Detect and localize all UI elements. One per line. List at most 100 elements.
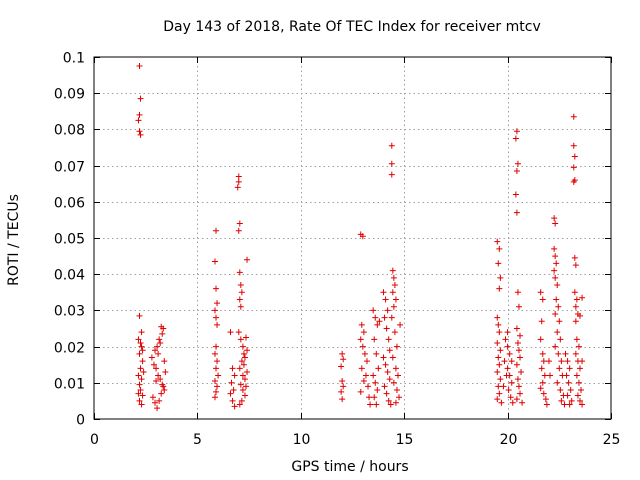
data-point bbox=[161, 358, 168, 365]
data-point bbox=[238, 289, 245, 296]
data-point bbox=[375, 365, 382, 372]
data-point bbox=[539, 379, 546, 386]
data-point bbox=[138, 376, 145, 383]
data-point bbox=[572, 262, 579, 269]
data-point bbox=[576, 312, 583, 319]
data-point bbox=[539, 350, 546, 357]
data-point bbox=[552, 274, 559, 281]
data-point bbox=[392, 399, 399, 406]
data-point bbox=[236, 269, 243, 276]
data-point bbox=[365, 383, 372, 390]
data-point bbox=[160, 383, 167, 390]
data-point bbox=[155, 350, 162, 357]
data-point bbox=[376, 318, 383, 325]
data-point bbox=[157, 376, 164, 383]
data-point bbox=[237, 303, 244, 310]
chart-title: Day 143 of 2018, Rate Of TEC Index for r… bbox=[163, 19, 540, 35]
y-tick-label: 0.09 bbox=[54, 87, 85, 103]
data-point bbox=[338, 388, 345, 395]
data-point bbox=[359, 343, 366, 350]
data-point bbox=[579, 358, 586, 365]
y-tick-label: 0.06 bbox=[54, 196, 85, 212]
data-point bbox=[573, 296, 580, 303]
data-point bbox=[517, 354, 524, 361]
data-point bbox=[381, 383, 388, 390]
data-point bbox=[153, 365, 160, 372]
data-point bbox=[513, 128, 520, 135]
data-point bbox=[139, 392, 146, 399]
data-point bbox=[382, 361, 389, 368]
data-point bbox=[574, 392, 581, 399]
data-point bbox=[240, 361, 247, 368]
data-point bbox=[557, 387, 564, 394]
data-point bbox=[360, 377, 367, 384]
data-point bbox=[227, 329, 234, 336]
data-point bbox=[515, 347, 522, 354]
data-point bbox=[374, 387, 381, 394]
data-point bbox=[514, 339, 521, 346]
data-point bbox=[537, 336, 544, 343]
x-tick-label: 5 bbox=[193, 432, 202, 448]
data-point bbox=[573, 372, 580, 379]
data-point bbox=[357, 336, 364, 343]
data-point bbox=[214, 358, 221, 365]
data-point bbox=[538, 318, 545, 325]
data-point bbox=[388, 314, 395, 321]
data-point bbox=[157, 339, 164, 346]
data-point bbox=[538, 365, 545, 372]
data-point bbox=[137, 131, 144, 138]
data-point bbox=[211, 307, 218, 314]
data-point bbox=[155, 372, 162, 379]
data-point bbox=[137, 95, 144, 102]
data-point bbox=[211, 377, 218, 384]
data-point bbox=[387, 401, 394, 408]
data-point bbox=[374, 321, 381, 328]
data-point bbox=[497, 274, 504, 281]
x-tick-label: 10 bbox=[293, 432, 311, 448]
data-point bbox=[497, 376, 504, 383]
data-point bbox=[213, 388, 220, 395]
data-points bbox=[135, 63, 586, 412]
data-point bbox=[236, 365, 243, 372]
data-point bbox=[551, 267, 558, 274]
y-tick-label: 0.05 bbox=[54, 232, 85, 248]
data-point bbox=[148, 354, 155, 361]
data-point bbox=[554, 282, 561, 289]
data-point bbox=[380, 289, 387, 296]
data-point bbox=[340, 383, 347, 390]
data-point bbox=[136, 381, 143, 388]
data-point bbox=[571, 254, 578, 261]
y-tick-label: 0.03 bbox=[54, 304, 85, 320]
data-point bbox=[571, 153, 578, 160]
data-point bbox=[513, 325, 520, 332]
data-point bbox=[158, 323, 165, 330]
data-point bbox=[339, 350, 346, 357]
data-point bbox=[136, 111, 143, 118]
data-point bbox=[391, 282, 398, 289]
data-point bbox=[389, 289, 396, 296]
data-point bbox=[359, 233, 366, 240]
data-point bbox=[358, 321, 365, 328]
data-point bbox=[537, 385, 544, 392]
data-point bbox=[362, 372, 369, 379]
data-point bbox=[575, 379, 582, 386]
data-point bbox=[391, 329, 398, 336]
data-point bbox=[512, 135, 519, 142]
data-point bbox=[568, 397, 575, 404]
data-point bbox=[152, 347, 159, 354]
data-point bbox=[383, 325, 390, 332]
data-point bbox=[156, 336, 163, 343]
data-point bbox=[553, 260, 560, 267]
data-point bbox=[392, 296, 399, 303]
data-point bbox=[554, 379, 561, 386]
data-point bbox=[494, 238, 501, 245]
data-point bbox=[357, 388, 364, 395]
data-point bbox=[384, 307, 391, 314]
data-point bbox=[237, 336, 244, 343]
data-point bbox=[504, 365, 511, 372]
data-point bbox=[496, 245, 503, 252]
data-point bbox=[514, 289, 521, 296]
grid-lines bbox=[94, 57, 611, 419]
data-point bbox=[238, 358, 245, 365]
